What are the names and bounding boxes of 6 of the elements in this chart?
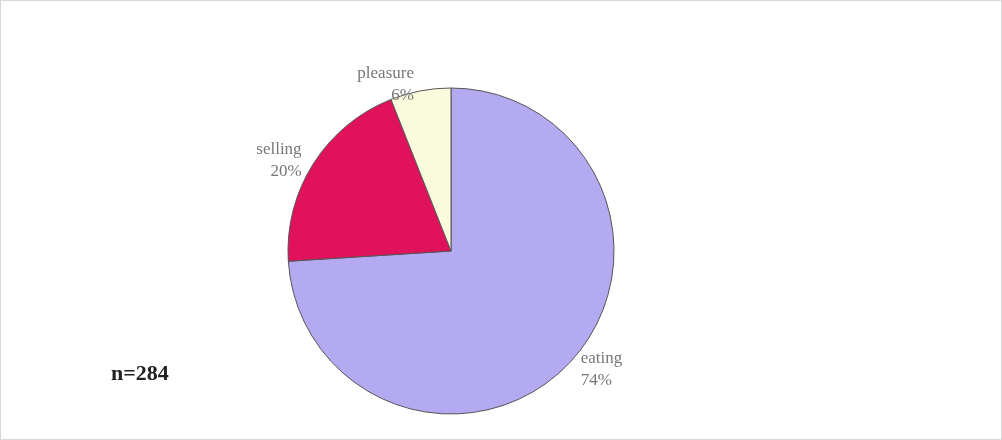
slice-label: pleasure xyxy=(357,62,414,82)
data-label: 20% xyxy=(270,160,302,180)
slice-label: eating xyxy=(580,347,623,367)
text: n=284 xyxy=(111,359,169,385)
slice-label: selling xyxy=(256,138,303,158)
data-label: 74% xyxy=(580,369,612,389)
